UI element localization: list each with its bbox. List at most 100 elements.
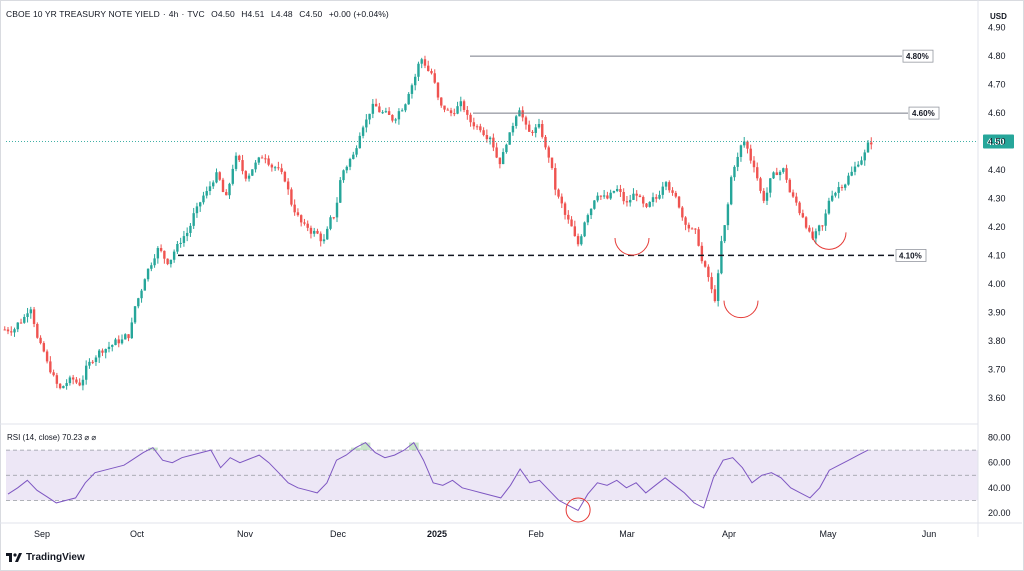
candle-body (639, 196, 641, 197)
candle-body (95, 358, 97, 363)
candle-body (557, 190, 559, 197)
candle-body (78, 383, 80, 386)
candle-body (375, 104, 377, 107)
candle-body (82, 380, 84, 386)
time-tick-label: Nov (237, 529, 254, 539)
price-tick-label: 3.90 (988, 307, 1006, 317)
candle-body (355, 148, 357, 154)
bottom-arc-marker (615, 238, 649, 255)
candle-body (567, 215, 569, 220)
candle-body (300, 215, 302, 222)
candle-body (36, 324, 38, 338)
candle-body (606, 195, 608, 198)
candle-body (535, 127, 537, 133)
candle-body (333, 217, 335, 218)
candle-body (52, 372, 54, 375)
candle-body (404, 104, 406, 110)
candle-body (636, 194, 638, 196)
candle-body (867, 142, 869, 152)
candle-body (632, 194, 634, 200)
bottom-arc-marker (724, 301, 758, 318)
candle-body (424, 59, 426, 65)
candle-body (495, 147, 497, 157)
candle-body (802, 213, 804, 217)
price-tick-label: 4.30 (988, 193, 1006, 203)
price-tick-label: 3.70 (988, 364, 1006, 374)
candle-body (388, 111, 390, 115)
candle-body (228, 184, 230, 195)
candle-body (502, 152, 504, 164)
candle-body (46, 351, 48, 361)
candle-body (118, 339, 120, 343)
candle-body (202, 196, 204, 203)
price-axis[interactable]: 3.60 3.70 3.80 3.90 4.00 4.10 4.20 4.30 4.40 4.50… (978, 0, 1006, 537)
candle-body (521, 110, 523, 117)
time-axis[interactable]: Sep Oct Nov Dec 2025 Feb Mar Apr May Jun (0, 523, 1022, 539)
candle-body (111, 345, 113, 347)
candle-body (427, 66, 429, 71)
candle-body (39, 338, 41, 343)
candle-body (860, 160, 862, 164)
candle-body (407, 94, 409, 104)
candle-body (707, 267, 709, 277)
candle-body (372, 104, 374, 114)
candle-body (619, 189, 621, 192)
candle-body (681, 208, 683, 218)
candle-body (150, 265, 152, 269)
candle-body (225, 192, 227, 195)
level-tag-label: 4.10% (899, 251, 922, 260)
candle-body (179, 243, 181, 244)
candle-body (447, 110, 449, 111)
rsi-axis[interactable]: 20.00 40.00 60.00 80.00 (988, 433, 1011, 518)
candle-body (613, 191, 615, 193)
candle-body (828, 201, 830, 214)
candle-body (434, 73, 436, 82)
candle-body (818, 225, 820, 231)
candle-body (85, 366, 87, 380)
candle-body (235, 156, 237, 169)
candle-body (609, 193, 611, 199)
candle-body (844, 185, 846, 188)
candle-body (297, 212, 299, 215)
candle-body (131, 322, 133, 338)
candle-body (30, 309, 32, 313)
candle-body (704, 261, 706, 267)
candle-body (730, 177, 732, 204)
candle-body (385, 111, 387, 112)
candle-body (658, 195, 660, 199)
candle-body (460, 101, 462, 106)
candle-body (717, 273, 719, 301)
candle-body (199, 202, 201, 206)
candle-body (590, 209, 592, 215)
candle-body (160, 248, 162, 251)
candle-body (486, 135, 488, 139)
candle-body (43, 343, 45, 351)
candle-body (463, 101, 465, 110)
candle-body (440, 98, 442, 106)
candle-body (453, 113, 455, 114)
candle-body (789, 180, 791, 193)
candle-body (56, 375, 58, 384)
time-tick-label: Feb (528, 529, 544, 539)
candle-body (245, 171, 247, 179)
candle-body (616, 189, 618, 191)
rsi-tick-label: 40.00 (988, 483, 1011, 493)
candle-body (450, 110, 452, 113)
candle-body (678, 197, 680, 208)
candle-body (394, 119, 396, 120)
candle-body (274, 167, 276, 168)
candle-body (792, 192, 794, 196)
candle-body (701, 246, 703, 261)
candle-body (750, 149, 752, 161)
time-tick-label: 2025 (427, 529, 447, 539)
candle-body (166, 259, 168, 264)
candle-body (264, 158, 266, 159)
candle-body (622, 192, 624, 201)
candle-body (163, 251, 165, 259)
candle-body (222, 180, 224, 192)
candle-body (13, 329, 15, 332)
candle-body (864, 152, 866, 160)
bottom-arc-marker (812, 232, 846, 249)
candle-body (339, 180, 341, 203)
